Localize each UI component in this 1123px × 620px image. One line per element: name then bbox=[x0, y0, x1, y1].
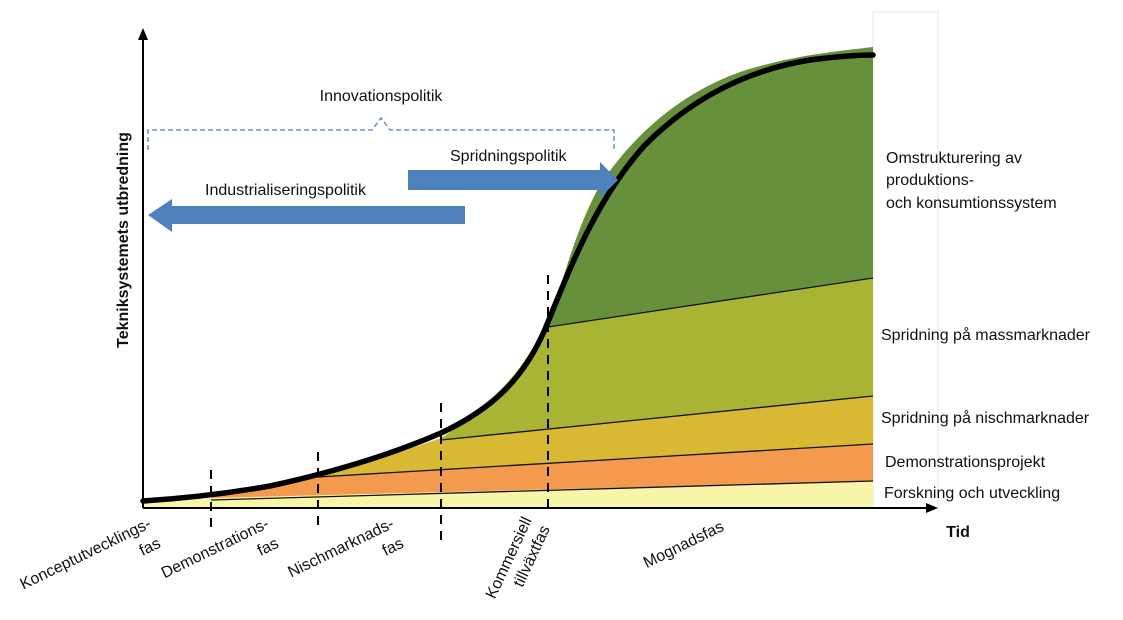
divider-line bbox=[317, 443, 874, 478]
y-axis-arrowhead bbox=[138, 28, 148, 40]
phase-label-kommersiell: Kommersiell tillväxtfas bbox=[483, 515, 554, 602]
phase-label-line: fas bbox=[137, 535, 164, 560]
layer-massmarknader bbox=[441, 278, 873, 440]
x-axis-label: Tid bbox=[946, 524, 970, 541]
phase-label-mognad: Mognadsfas bbox=[641, 518, 727, 571]
layer-label-omstrukturering-2: produktions- bbox=[886, 172, 974, 189]
divider-line bbox=[547, 277, 874, 328]
legend-panel bbox=[872, 11, 939, 509]
phase-label-demonstration: Demonstrations- fas bbox=[159, 515, 282, 582]
innovation-bracket bbox=[147, 116, 615, 150]
s-curve bbox=[140, 52, 876, 504]
divider-line bbox=[440, 395, 874, 441]
layer-nischmarknader bbox=[318, 396, 873, 477]
layer-label-omstrukturering-3: och konsumtionssystem bbox=[886, 195, 1057, 212]
layer-omstrukturering bbox=[548, 47, 873, 327]
industrialisering-policy-label: Industrialiseringspolitik bbox=[205, 182, 367, 199]
layer-label-demonstration: Demonstrationsprojekt bbox=[885, 454, 1046, 471]
industrialisering-arrow bbox=[148, 199, 465, 232]
y-axis-label: Tekniksystemets utbredning bbox=[115, 132, 132, 348]
layer-label-forskning: Forskning och utveckling bbox=[884, 485, 1060, 502]
phase-label-konceptutveckling: Konceptutvecklings- fas bbox=[18, 515, 164, 593]
phase-label-line: fas bbox=[380, 535, 407, 560]
x-axis-arrowhead bbox=[926, 503, 938, 513]
layer-demonstration bbox=[211, 444, 873, 500]
layer-label-nischmarknader: Spridning på nischmarknader bbox=[881, 409, 1090, 427]
divider-line bbox=[210, 480, 874, 501]
phase-label-line: fas bbox=[255, 535, 282, 560]
phase-label-nischmarknad: Nischmarknads- fas bbox=[285, 515, 407, 581]
phase-label-line: Demonstrations- bbox=[159, 515, 272, 582]
layer-forskning bbox=[143, 481, 873, 508]
layer-label-omstrukturering-1: Omstrukturering av bbox=[886, 150, 1022, 167]
layer-label-massmarknader: Spridning på massmarknader bbox=[881, 326, 1091, 344]
innovation-policy-label: Innovationspolitik bbox=[320, 88, 444, 105]
phase-label-line: Nischmarknads- bbox=[285, 515, 396, 581]
spridning-policy-label: Spridningspolitik bbox=[450, 148, 568, 165]
spridning-arrow bbox=[408, 162, 618, 198]
phase-label-line: Konceptutvecklings- bbox=[18, 515, 154, 593]
